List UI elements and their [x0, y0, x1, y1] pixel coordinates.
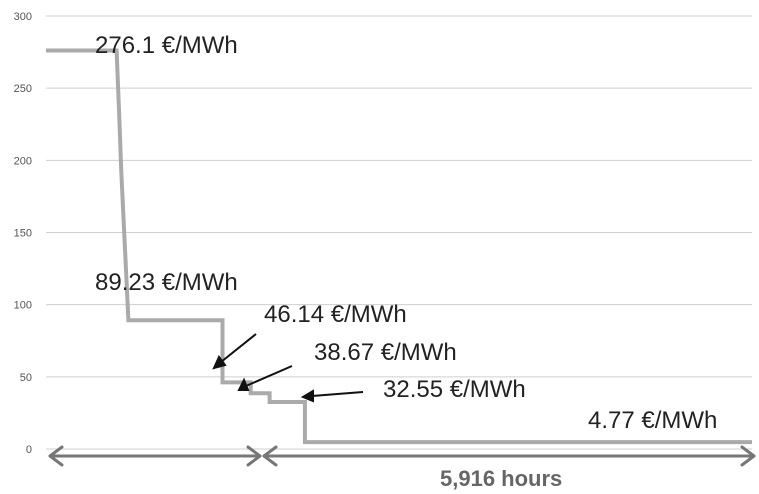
annotation-4-77: 4.77 €/MWh — [588, 407, 717, 434]
duration-arrow-left-head-r — [246, 445, 262, 467]
y-tick-200: 200 — [14, 155, 32, 167]
y-tick-300: 300 — [14, 11, 32, 23]
annotation-276-1: 276.1 €/MWh — [95, 32, 238, 59]
y-tick-150: 150 — [14, 228, 32, 240]
y-tick-0: 0 — [26, 444, 32, 456]
y-axis-ticks: 0 50 100 150 200 250 300 — [14, 11, 32, 456]
arrow-head-38-67 — [237, 377, 250, 391]
y-tick-250: 250 — [14, 83, 32, 95]
series-group — [46, 48, 752, 445]
arrow-46-14 — [220, 333, 257, 363]
duration-label: 5,916 hours — [440, 466, 562, 491]
duration-arrow-right-head-r — [740, 445, 756, 467]
annotation-38-67: 38.67 €/MWh — [314, 339, 457, 366]
duration-arrow-right-head-l — [262, 445, 278, 467]
y-tick-50: 50 — [20, 372, 32, 384]
grid-lines — [46, 15, 752, 450]
price-step-line — [46, 48, 752, 445]
arrow-head-46-14 — [212, 355, 227, 370]
duration-arrow-left-head-l — [48, 445, 64, 467]
annotation-arrows — [212, 333, 364, 403]
duration-arrows — [48, 445, 756, 467]
annotation-32-55: 32.55 €/MWh — [383, 376, 526, 403]
annotation-89-23: 89.23 €/MWh — [95, 269, 238, 296]
annotation-46-14: 46.14 €/MWh — [264, 301, 407, 328]
arrow-38-67 — [245, 365, 293, 387]
y-tick-100: 100 — [14, 300, 32, 312]
arrow-32-55 — [311, 391, 364, 397]
arrow-head-32-55 — [300, 389, 314, 403]
